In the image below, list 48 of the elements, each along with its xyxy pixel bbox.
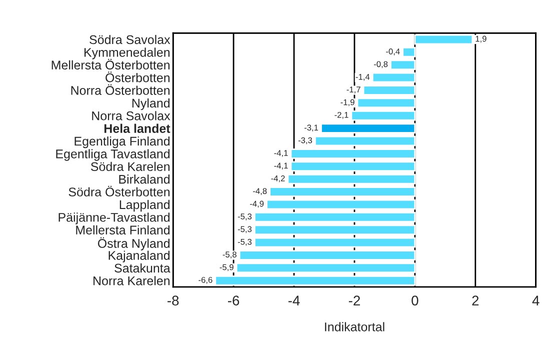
y-tick-label: Päijänne-Tavastland xyxy=(58,212,170,224)
y-tick-label: Kajanaland xyxy=(108,250,170,262)
y-tick-label: Egentliga Finland xyxy=(74,136,170,148)
data-label: -1,9 xyxy=(340,99,354,106)
y-tick-label: Norra Österbotten xyxy=(71,84,170,95)
data-label: -5,3 xyxy=(238,213,252,220)
data-label: -6,6 xyxy=(198,276,212,284)
y-tick-label: Hela landet xyxy=(104,124,170,133)
data-label: -5,9 xyxy=(220,264,234,272)
y-tick-label: Kymmenedalen xyxy=(84,48,170,60)
y-tick-label: Södra Karelen xyxy=(90,162,170,172)
y-tick-label: Nyland xyxy=(132,98,170,110)
data-label: -4,9 xyxy=(250,200,264,208)
data-label: -2,1 xyxy=(334,112,348,119)
y-tick-label: Östra Nyland xyxy=(98,237,170,250)
x-tick-label: -8 xyxy=(168,296,179,306)
y-tick-label: Södra Österbotten xyxy=(68,186,170,196)
y-tick-label: Satakunta xyxy=(114,263,170,273)
data-label: -3,1 xyxy=(304,124,318,132)
y-tick-label: Mellersta Finland xyxy=(76,225,170,234)
data-label: -4,2 xyxy=(271,175,285,182)
data-label: -5,3 xyxy=(238,238,252,246)
x-axis-title: Indikatortal xyxy=(325,322,384,332)
data-label: -0,4 xyxy=(386,48,400,56)
data-label: -1,7 xyxy=(346,86,360,94)
x-tick-label: 0 xyxy=(412,296,418,306)
y-tick-label: Norra Karelen xyxy=(94,276,170,286)
y-tick-label: Mellersta Österbotten xyxy=(52,58,170,70)
y-tick-label: Egentliga Tavastland xyxy=(56,149,170,161)
y-tick-label: Birkaland xyxy=(119,174,170,184)
data-label: -4,1 xyxy=(274,150,288,157)
data-label: -0,8 xyxy=(374,61,388,68)
y-tick-label: Södra Savolax xyxy=(90,34,170,44)
data-label: -1,4 xyxy=(356,74,370,81)
data-label: -5,8 xyxy=(222,252,236,258)
x-tick-label: 2 xyxy=(472,296,479,306)
data-label: -4,8 xyxy=(253,188,267,195)
data-label: -5,3 xyxy=(238,226,252,234)
x-tick-label: -4 xyxy=(288,296,300,306)
x-tick-label: 4 xyxy=(532,296,540,306)
y-tick-label: Norra Savolax xyxy=(92,111,170,120)
x-tick-label: -6 xyxy=(228,296,240,306)
data-label: -3,3 xyxy=(298,137,312,144)
x-tick-label: -2 xyxy=(348,296,360,306)
y-tick-label: Österbotten xyxy=(106,72,170,82)
data-label: 1,9 xyxy=(476,36,486,43)
data-label: -4,1 xyxy=(274,162,288,170)
y-tick-label: Lappland xyxy=(120,200,170,212)
